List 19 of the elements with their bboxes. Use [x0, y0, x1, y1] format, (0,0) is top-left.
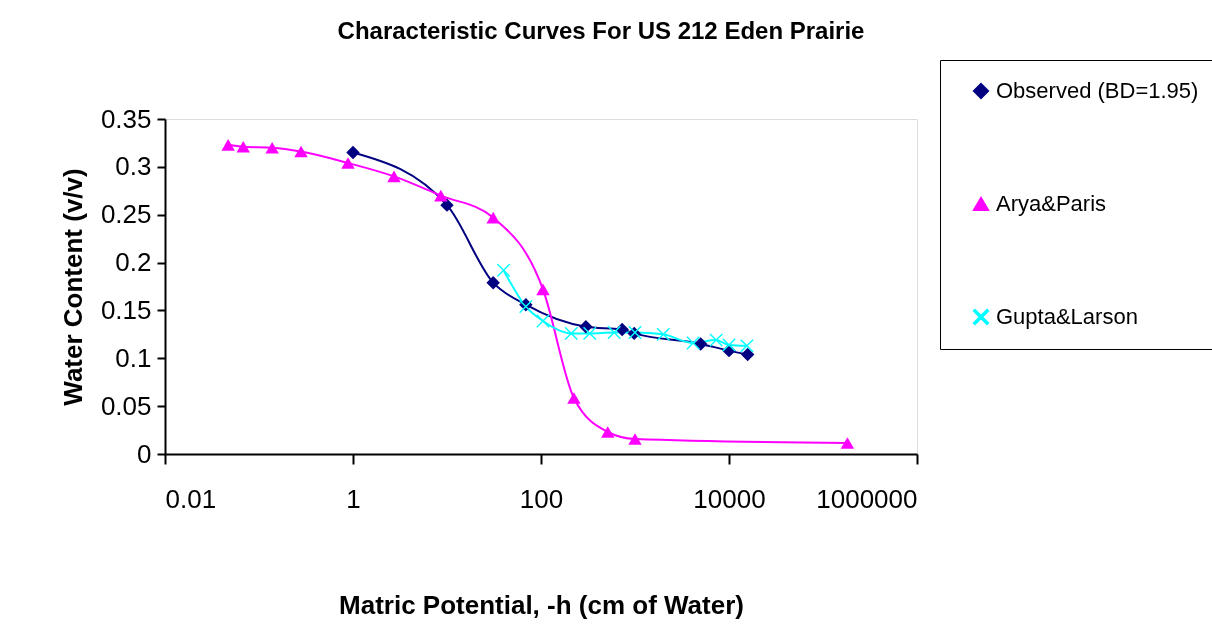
y-tick-label: 0 — [137, 438, 152, 469]
y-tick-label: 0.25 — [100, 199, 152, 230]
x-axis-title: Matric Potential, -h (cm of Water) — [339, 589, 744, 620]
y-tick-label: 0.1 — [115, 342, 152, 373]
y-tick-label: 0.3 — [115, 151, 152, 182]
x-tick-label: 100 — [519, 483, 564, 514]
x-tick-label: 1000000 — [816, 483, 918, 514]
legend-label: Observed (BD=1.95) — [996, 78, 1199, 103]
y-axis-title: Water Content (v/v) — [57, 168, 88, 406]
legend-label: Gupta&Larson — [996, 304, 1138, 329]
y-tick-label: 0.15 — [100, 294, 152, 325]
chart-title: Characteristic Curves For US 212 Eden Prairie — [337, 16, 865, 44]
y-tick-label: 0.35 — [100, 103, 152, 134]
x-tick-label: 10000 — [693, 483, 766, 514]
x-tick-label: 0.01 — [165, 483, 217, 514]
x-tick-label: 1 — [346, 483, 361, 514]
y-tick-label: 0.05 — [100, 390, 152, 421]
y-tick-label: 0.2 — [115, 247, 152, 278]
legend-label: Arya&Paris — [996, 191, 1107, 216]
